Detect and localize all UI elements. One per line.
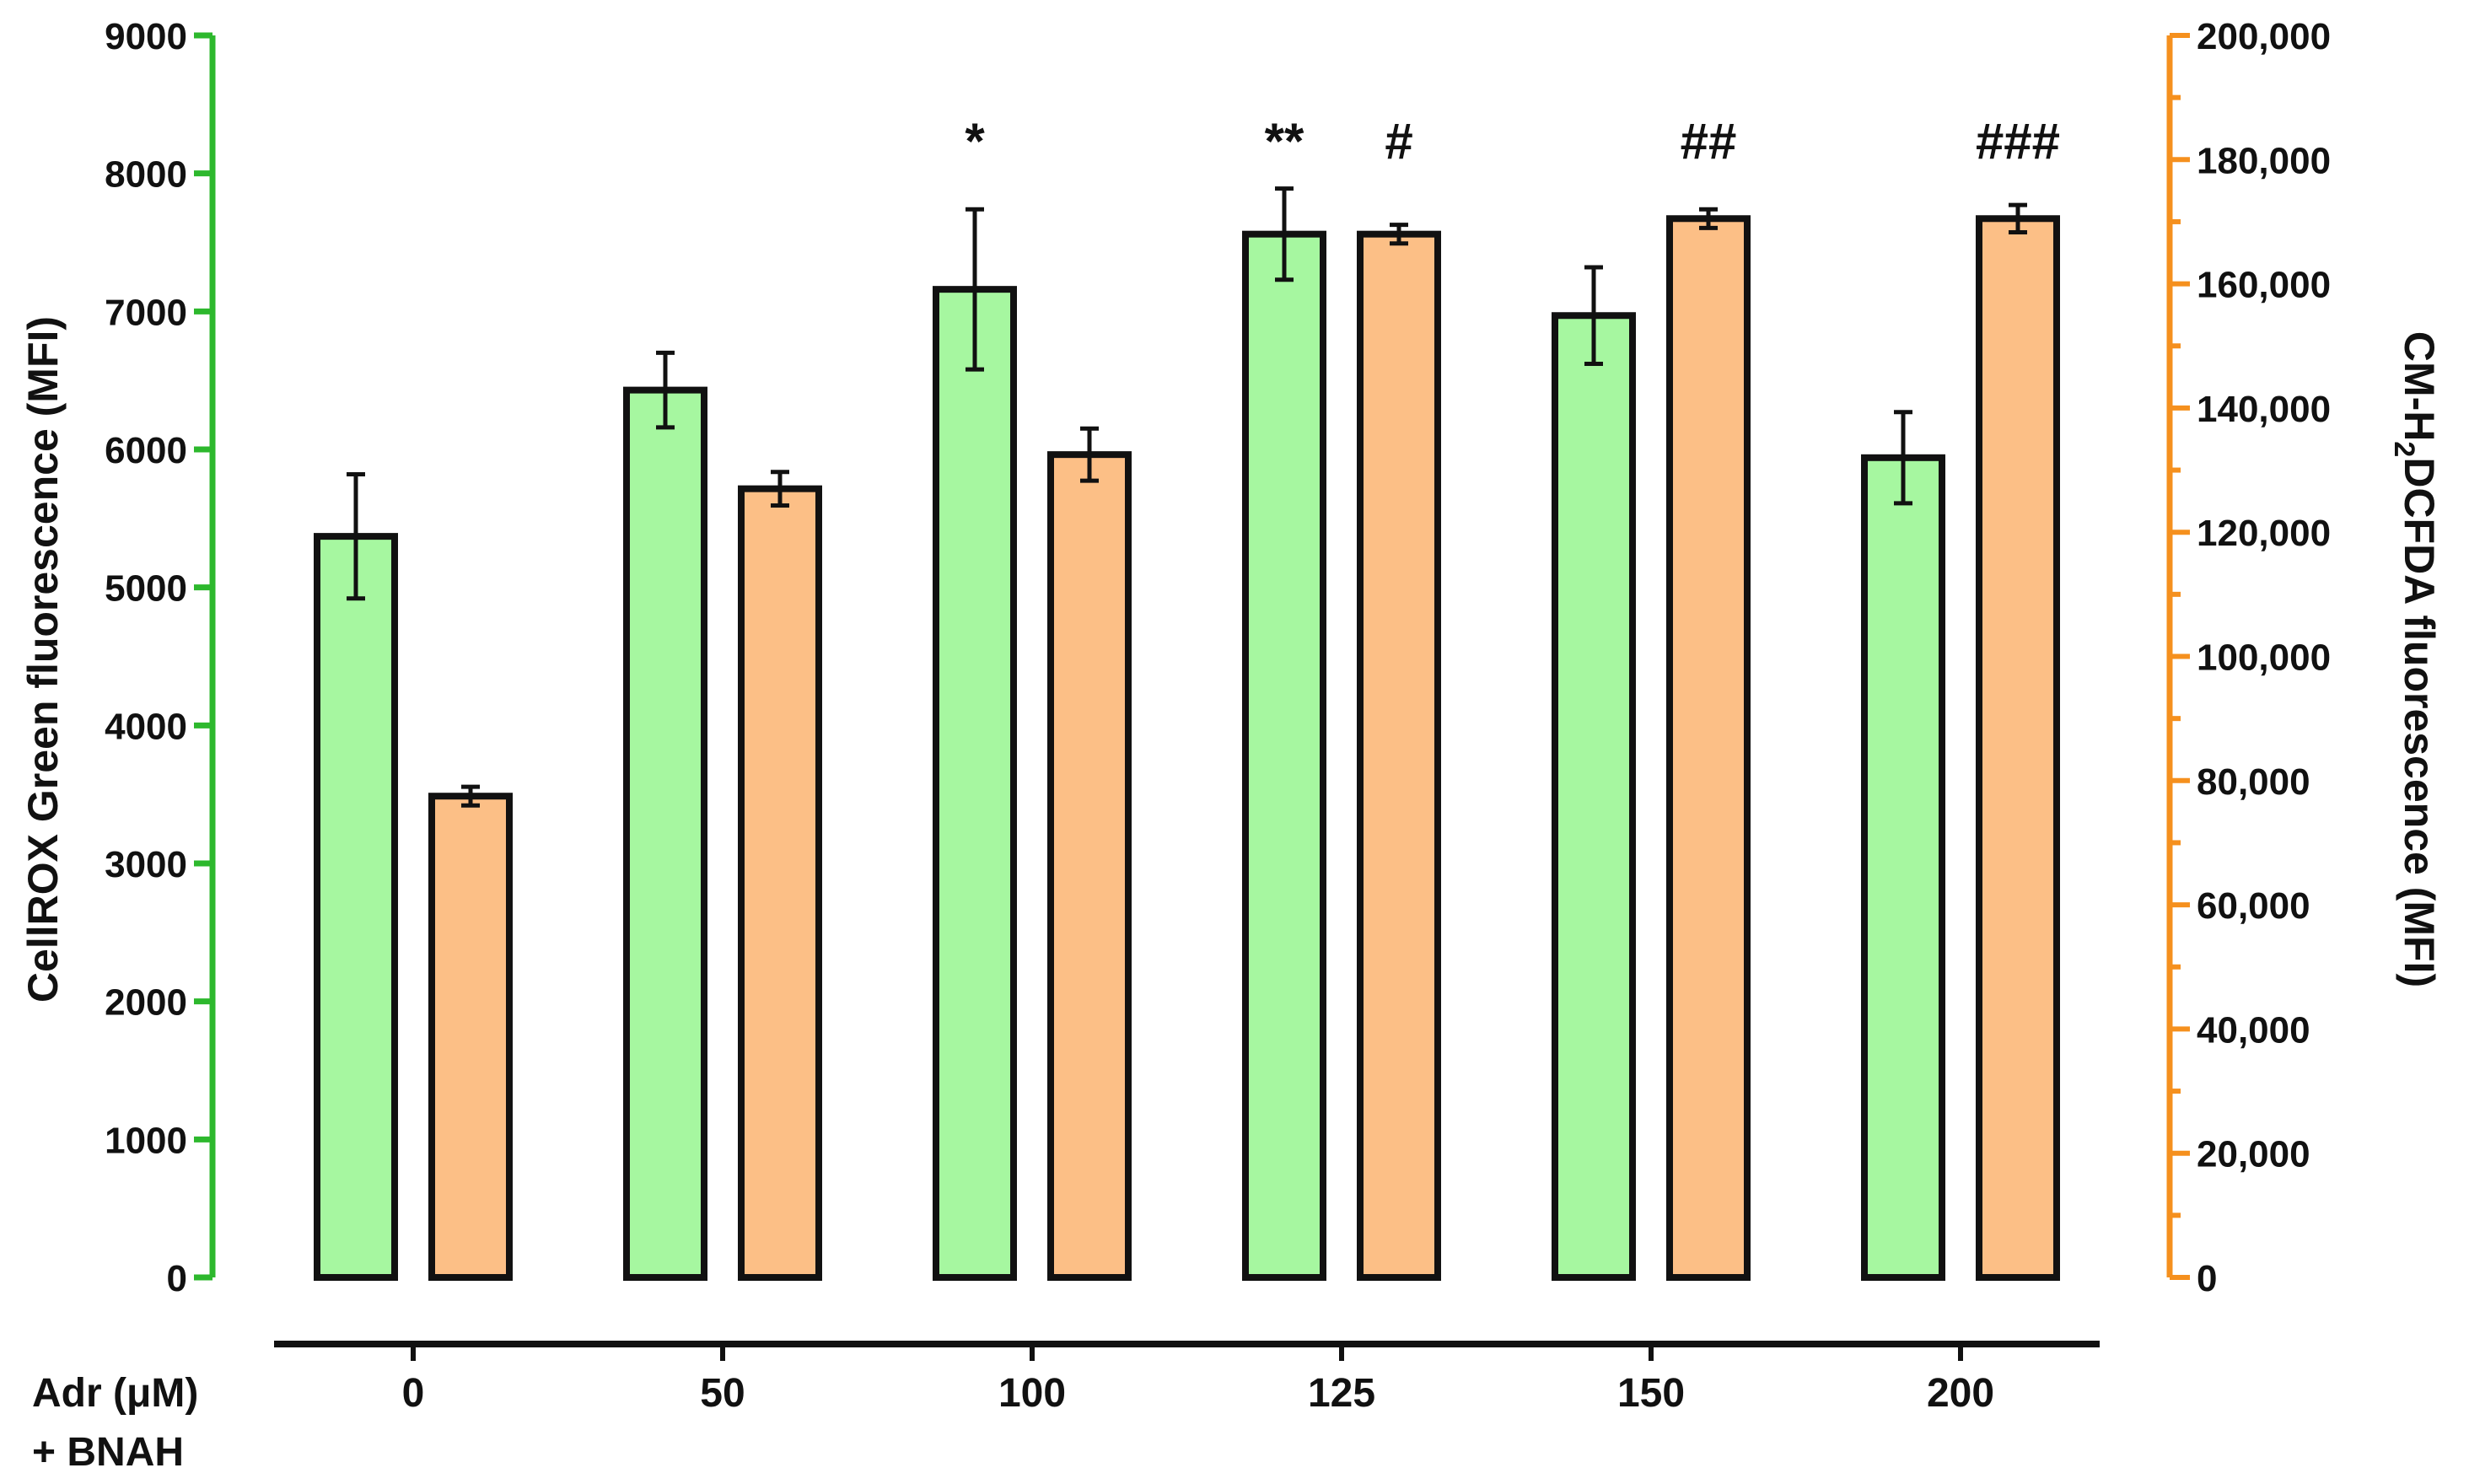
right-axis-tick-label: 140,000 — [2197, 389, 2331, 430]
bar — [1357, 230, 1441, 1281]
left-axis-tick-label: 0 — [167, 1258, 187, 1299]
left-axis-tick-label: 4000 — [105, 706, 187, 747]
left-axis-tick-label: 3000 — [105, 844, 187, 885]
right-axis-tick-label: 200,000 — [2197, 16, 2331, 57]
right-axis-tick-label: 100,000 — [2197, 637, 2331, 679]
bar — [623, 386, 707, 1282]
x-axis-label-line1: Adr (μM) — [32, 1371, 198, 1416]
bar — [1552, 312, 1636, 1282]
bar — [314, 533, 398, 1281]
right-axis-tick-label: 180,000 — [2197, 140, 2331, 181]
right-axis-title-part2: DCFDA fluorescence (MFI) — [2396, 457, 2443, 987]
left-axis-tick-label: 7000 — [105, 292, 187, 333]
left-axis-title: CellROX Green fluorescence (MFI) — [19, 316, 67, 1003]
bar — [738, 485, 822, 1281]
right-axis-title: CM-H2DCFDA fluorescence (MFI) — [2388, 331, 2443, 987]
left-axis-tick-label: 9000 — [105, 16, 187, 57]
right-axis-tick-label: 60,000 — [2197, 885, 2310, 927]
x-axis-tick-label: 200 — [1927, 1371, 1994, 1416]
significance-annotations: * ** # ## ### — [965, 113, 2060, 169]
right-axis-tick-label: 0 — [2197, 1258, 2217, 1299]
right-axis-tick-label: 120,000 — [2197, 513, 2331, 554]
bar — [1976, 215, 2060, 1282]
bar — [1666, 215, 1751, 1282]
left-axis-tick-label: 5000 — [105, 568, 187, 610]
bar — [1861, 454, 1945, 1281]
right-axis: 0 20,000 40,000 60,000 80,000 100,000 120,000 1… — [2166, 16, 2331, 1299]
error-bars — [347, 186, 2027, 808]
bar — [1242, 230, 1326, 1281]
bar — [428, 793, 513, 1281]
bar — [1047, 451, 1132, 1281]
significance-marker: # — [1385, 113, 1412, 169]
significance-marker: ## — [1681, 113, 1737, 169]
right-axis-title-part1: CM-H — [2396, 331, 2443, 442]
x-axis-tick-label: 50 — [700, 1371, 745, 1416]
right-axis-tick-label: 40,000 — [2197, 1009, 2310, 1051]
significance-marker: ** — [1265, 113, 1304, 169]
left-axis-tick-label: 8000 — [105, 154, 187, 196]
x-axis: 0 50 100 125 150 200 — [274, 1341, 2100, 1416]
x-axis-tick-label: 100 — [998, 1371, 1066, 1416]
left-axis-tick-label: 1000 — [105, 1120, 187, 1161]
bar — [933, 286, 1017, 1282]
significance-marker: * — [965, 113, 985, 169]
x-axis-tick-label: 0 — [402, 1371, 425, 1416]
x-axis-tick-label: 150 — [1617, 1371, 1685, 1416]
right-axis-title-subscript: 2 — [2388, 441, 2420, 457]
left-axis-tick-label: 2000 — [105, 982, 187, 1024]
left-axis: 0 1000 2000 3000 4000 5000 6000 7000 8000 9000 — [105, 16, 216, 1299]
x-axis-label-line2: + BNAH — [32, 1430, 184, 1475]
bars — [314, 215, 2060, 1282]
x-axis-tick-label: 125 — [1308, 1371, 1375, 1416]
right-axis-tick-label: 20,000 — [2197, 1134, 2310, 1175]
significance-marker: ### — [1976, 113, 2060, 169]
right-axis-tick-label: 160,000 — [2197, 265, 2331, 306]
right-axis-tick-label: 80,000 — [2197, 761, 2310, 803]
left-axis-tick-label: 6000 — [105, 430, 187, 471]
